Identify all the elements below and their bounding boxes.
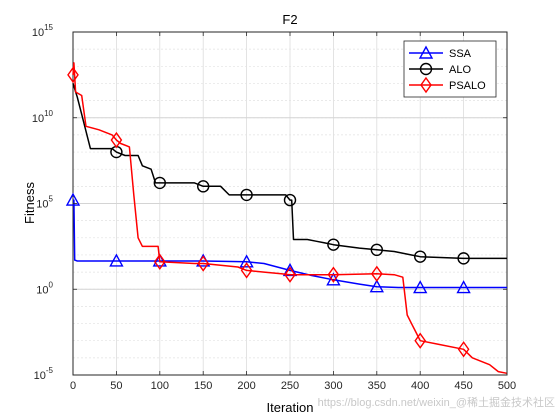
data-point-ssa [65,192,81,206]
x-tick-label: 100 [151,380,169,392]
x-axis-label: Iteration [267,400,314,415]
x-tick-label: 500 [498,380,516,392]
data-point-ssa [413,280,428,294]
x-tick-label: 350 [368,380,386,392]
axis-ticks: 0 50 100 150 200 250 300 350 400 450 50010-5100105… [32,23,516,392]
data-point-psalo [110,131,123,149]
legend-item-psalo: PSALO [409,76,486,94]
x-tick-label: 400 [411,380,429,392]
data-point-alo [414,250,427,263]
data-point-alo [283,193,297,207]
y-axis-label: Fitness [22,182,37,224]
y-tick-base: 10 [34,370,46,382]
legend-label-ssa: SSA [449,48,472,60]
data-point-psalo [414,332,427,349]
y-tick-exponent: 10 [44,109,53,118]
series-line-ssa [73,199,507,289]
data-point-ssa [326,272,341,286]
legend: SSA ALO PSALO [403,40,497,98]
data-point-psalo [67,66,79,84]
data-point-ssa [369,279,384,293]
x-tick-label: 50 [110,380,122,392]
data-point-ssa [239,254,254,268]
data-point-ssa [152,253,167,267]
x-tick-label: 0 [70,380,76,392]
y-tick-label: 1015 [32,23,54,39]
legend-label-psalo: PSALO [449,80,486,92]
y-tick-base: 10 [36,199,48,211]
y-tick-label: 100 [36,280,53,296]
legend-marker-ssa [418,45,434,59]
y-tick-base: 10 [32,27,44,39]
data-point-psalo [327,266,340,283]
x-tick-label: 450 [454,380,472,392]
y-tick-label: 10-5 [34,366,54,382]
data-point-alo [240,188,253,202]
x-tick-label: 300 [324,380,342,392]
legend-marker-psalo [420,76,432,94]
data-point-alo [370,243,383,257]
legend-item-alo: ALO [409,62,471,76]
data-point-alo [327,238,340,251]
x-tick-label: 200 [237,380,255,392]
x-tick-label: 150 [194,380,212,392]
y-tick-label: 105 [36,195,53,211]
x-tick-label: 250 [281,380,299,392]
data-point-psalo [153,253,166,271]
series-alo [72,83,507,265]
series-ssa [65,192,507,294]
chart-title: F2 [282,12,297,27]
legend-box [403,40,497,98]
data-point-alo [196,180,210,193]
y-tick-exponent: 0 [49,280,54,289]
data-point-ssa [456,280,471,294]
watermark: https://blog.csdn.net/weixin_@稀土掘金技术社区 [318,395,555,409]
series-psalo [67,62,508,375]
y-tick-label: 1010 [32,109,54,125]
legend-marker-alo [419,62,433,76]
legend-item-ssa: SSA [409,45,472,60]
y-tick-exponent: 15 [44,23,53,32]
y-tick-exponent: -5 [46,366,54,375]
data-point-psalo [240,262,253,279]
series-line-alo [72,83,507,260]
data-point-ssa [109,253,124,267]
y-tick-exponent: 5 [49,195,54,204]
data-point-psalo [457,341,470,358]
series-layer [65,62,508,375]
y-tick-base: 10 [36,284,48,296]
legend-label-alo: ALO [449,64,471,76]
data-point-psalo [284,266,296,283]
data-point-psalo [197,255,210,272]
data-point-alo [457,252,470,265]
data-point-alo [153,176,167,190]
data-point-psalo [370,265,383,283]
y-tick-base: 10 [32,113,44,125]
